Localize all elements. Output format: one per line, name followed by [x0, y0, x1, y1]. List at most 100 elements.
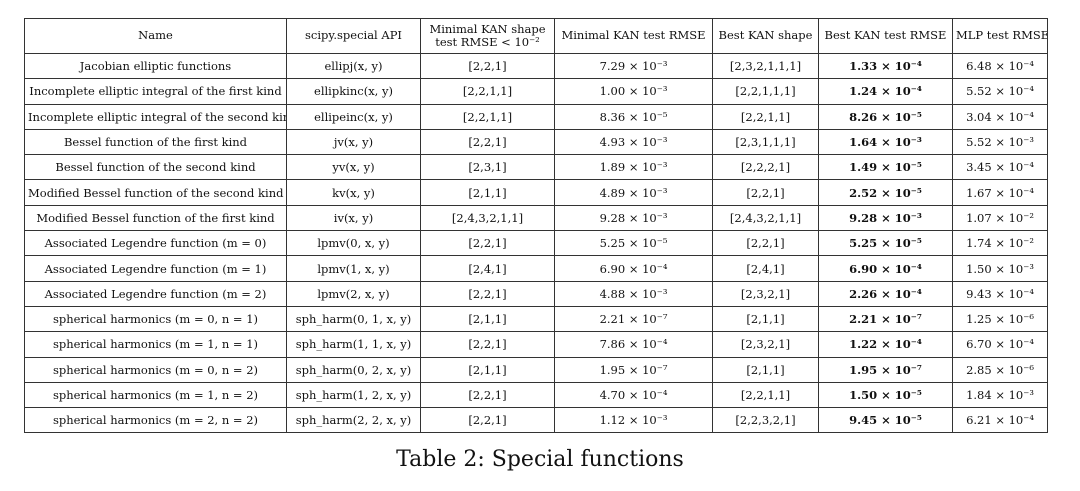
api-cell: sph_harm(0, 2, x, y) [286, 356, 421, 383]
best-shape-cell: [2,2,1,1] [712, 103, 819, 130]
minimal-rmse-cell: 4.70 × 10⁻⁴ [554, 381, 713, 409]
table-row: Modified Bessel function of the second k… [24, 179, 1048, 206]
api-cell: sph_harm(2, 2, x, y) [286, 407, 421, 434]
table-row: spherical harmonics (m = 0, n = 1) sph_ha… [24, 305, 1048, 333]
minimal-rmse-cell: 6.90 × 10⁻⁴ [554, 255, 713, 282]
mlp-rmse-cell: 6.48 × 10⁻⁴ [952, 52, 1048, 80]
best-rmse-cell: 1.64 × 10⁻³ [818, 128, 953, 156]
api-cell: ellipeinc(x, y) [286, 103, 421, 130]
api-cell: lpmv(1, x, y) [286, 255, 421, 282]
function-name-cell: Modified Bessel function of the first ki… [24, 204, 287, 232]
minimal-shape-cell: [2,2,1] [420, 407, 555, 434]
best-shape-cell: [2,1,1] [712, 356, 819, 383]
best-rmse-cell: 1.33 × 10⁻⁴ [818, 52, 953, 80]
header-minimal-shape: Minimal KAN shape test RMSE < 10⁻² [420, 18, 555, 54]
minimal-shape-cell: [2,2,1] [420, 280, 555, 307]
table-row: Associated Legendre function (m = 1) lpmv… [24, 255, 1048, 282]
minimal-rmse-cell: 1.00 × 10⁻³ [554, 78, 713, 105]
mlp-rmse-cell: 3.45 × 10⁻⁴ [952, 154, 1048, 181]
mlp-rmse-cell: 1.84 × 10⁻³ [952, 381, 1048, 409]
function-name-cell: Incomplete elliptic integral of the seco… [24, 103, 287, 130]
minimal-rmse-cell: 4.88 × 10⁻³ [554, 280, 713, 307]
function-name-cell: Bessel function of the second kind [24, 154, 287, 181]
function-name-cell: Jacobian elliptic functions [24, 52, 287, 80]
minimal-shape-cell: [2,1,1] [420, 356, 555, 383]
mlp-rmse-cell: 1.67 × 10⁻⁴ [952, 179, 1048, 206]
function-name-cell: spherical harmonics (m = 2, n = 2) [24, 407, 287, 434]
mlp-rmse-cell: 2.85 × 10⁻⁶ [952, 356, 1048, 383]
best-rmse-cell: 1.49 × 10⁻⁵ [818, 154, 953, 181]
mlp-rmse-cell: 5.52 × 10⁻⁴ [952, 78, 1048, 105]
best-rmse-cell: 2.26 × 10⁻⁴ [818, 280, 953, 307]
api-cell: sph_harm(0, 1, x, y) [286, 305, 421, 333]
best-shape-cell: [2,3,2,1,1,1] [712, 52, 819, 80]
minimal-rmse-cell: 5.25 × 10⁻⁵ [554, 230, 713, 257]
best-shape-cell: [2,2,1] [712, 230, 819, 257]
best-shape-cell: [2,2,1,1,1] [712, 78, 819, 105]
header-best-shape: Best KAN shape [712, 18, 819, 54]
table-row: Bessel function of the second kind yv(x, … [24, 154, 1048, 181]
table-body: Jacobian elliptic functions ellipj(x, y)[… [24, 52, 1048, 434]
mlp-rmse-cell: 5.52 × 10⁻³ [952, 128, 1048, 156]
best-shape-cell: [2,2,1,1] [712, 381, 819, 409]
best-rmse-cell: 1.95 × 10⁻⁷ [818, 356, 953, 383]
api-cell: kv(x, y) [286, 179, 421, 206]
header-api: scipy.special API [286, 18, 421, 54]
function-name-cell: spherical harmonics (m = 0, n = 2) [24, 356, 287, 383]
function-name-cell: spherical harmonics (m = 1, n = 1) [24, 331, 287, 358]
minimal-shape-cell: [2,1,1] [420, 179, 555, 206]
best-shape-cell: [2,2,2,1] [712, 154, 819, 181]
best-shape-cell: [2,2,3,2,1] [712, 407, 819, 434]
best-rmse-cell: 2.21 × 10⁻⁷ [818, 305, 953, 333]
table-row: Associated Legendre function (m = 0) lpmv… [24, 230, 1048, 257]
mlp-rmse-cell: 9.43 × 10⁻⁴ [952, 280, 1048, 307]
api-cell: jv(x, y) [286, 128, 421, 156]
best-shape-cell: [2,4,3,2,1,1] [712, 204, 819, 232]
table-row: Incomplete elliptic integral of the firs… [24, 78, 1048, 105]
best-rmse-cell: 9.28 × 10⁻³ [818, 204, 953, 232]
best-shape-cell: [2,3,2,1] [712, 331, 819, 358]
function-name-cell: Bessel function of the first kind [24, 128, 287, 156]
minimal-shape-cell: [2,2,1] [420, 230, 555, 257]
minimal-shape-cell: [2,2,1] [420, 52, 555, 80]
best-rmse-cell: 6.90 × 10⁻⁴ [818, 255, 953, 282]
minimal-rmse-cell: 2.21 × 10⁻⁷ [554, 305, 713, 333]
api-cell: sph_harm(1, 2, x, y) [286, 381, 421, 409]
table-row: Bessel function of the first kind jv(x, y… [24, 128, 1048, 156]
best-rmse-cell: 8.26 × 10⁻⁵ [818, 103, 953, 130]
best-rmse-cell: 9.45 × 10⁻⁵ [818, 407, 953, 434]
api-cell: ellipkinc(x, y) [286, 78, 421, 105]
function-name-cell: Modified Bessel function of the second k… [24, 179, 287, 206]
minimal-rmse-cell: 7.29 × 10⁻³ [554, 52, 713, 80]
minimal-rmse-cell: 7.86 × 10⁻⁴ [554, 331, 713, 358]
table-caption: Table 2: Special functions [396, 447, 684, 472]
minimal-shape-cell: [2,3,1] [420, 154, 555, 181]
header-row: Name scipy.special API Minimal KAN shape… [24, 18, 1048, 54]
minimal-rmse-cell: 8.36 × 10⁻⁵ [554, 103, 713, 130]
minimal-shape-cell: [2,2,1] [420, 331, 555, 358]
api-cell: sph_harm(1, 1, x, y) [286, 331, 421, 358]
function-name-cell: Incomplete elliptic integral of the firs… [24, 78, 287, 105]
best-rmse-cell: 2.52 × 10⁻⁵ [818, 179, 953, 206]
api-cell: iv(x, y) [286, 204, 421, 232]
best-shape-cell: [2,1,1] [712, 305, 819, 333]
mlp-rmse-cell: 6.70 × 10⁻⁴ [952, 331, 1048, 358]
best-shape-cell: [2,2,1] [712, 179, 819, 206]
table-row: Associated Legendre function (m = 2) lpmv… [24, 280, 1048, 307]
minimal-shape-cell: [2,4,3,2,1,1] [420, 204, 555, 232]
mlp-rmse-cell: 3.04 × 10⁻⁴ [952, 103, 1048, 130]
header-minimal-rmse: Minimal KAN test RMSE [554, 18, 713, 54]
mlp-rmse-cell: 1.25 × 10⁻⁶ [952, 305, 1048, 333]
function-name-cell: Associated Legendre function (m = 2) [24, 280, 287, 307]
table-row: Jacobian elliptic functions ellipj(x, y)[… [24, 52, 1048, 80]
minimal-rmse-cell: 4.93 × 10⁻³ [554, 128, 713, 156]
table-row: Modified Bessel function of the first ki… [24, 204, 1048, 232]
best-shape-cell: [2,3,1,1,1] [712, 128, 819, 156]
api-cell: ellipj(x, y) [286, 52, 421, 80]
table-row: spherical harmonics (m = 2, n = 2) sph_ha… [24, 407, 1048, 434]
header-best-rmse: Best KAN test RMSE [818, 18, 953, 54]
header-mlp-rmse: MLP test RMSE [952, 18, 1048, 54]
function-name-cell: spherical harmonics (m = 1, n = 2) [24, 381, 287, 409]
minimal-shape-cell: [2,1,1] [420, 305, 555, 333]
table-row: spherical harmonics (m = 1, n = 1) sph_ha… [24, 331, 1048, 358]
